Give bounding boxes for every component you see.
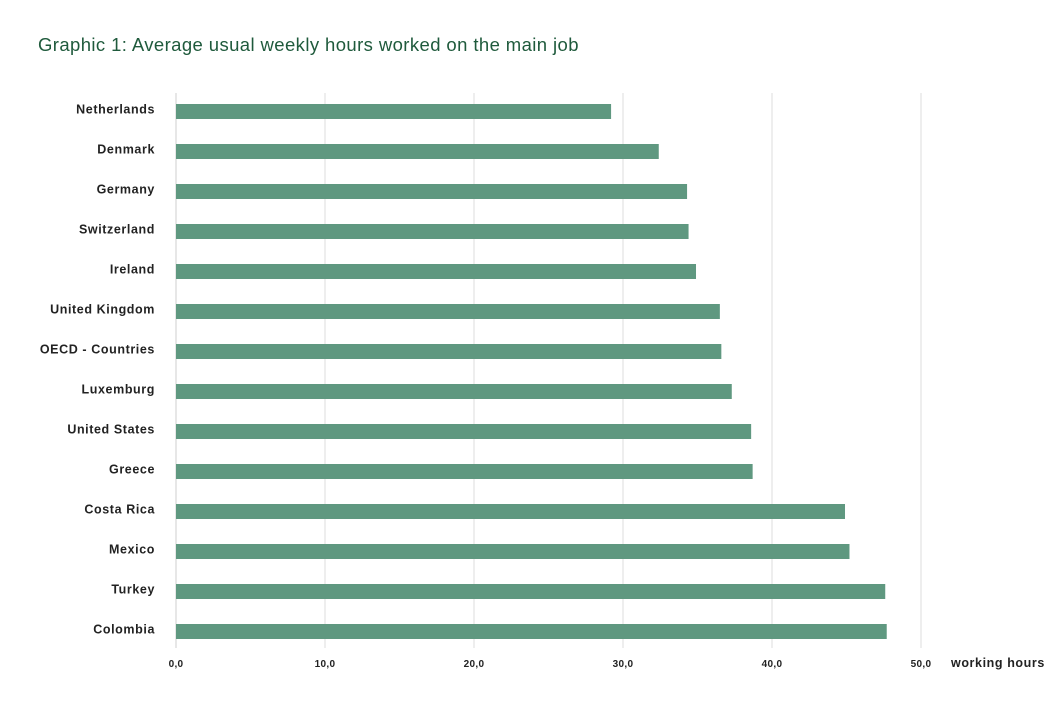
category-labels: Netherlands Denmark Germany Switzerland Irel… bbox=[40, 103, 155, 637]
x-axis-label: working hours bbox=[950, 656, 1045, 670]
x-tick-label: 50,0 bbox=[911, 659, 932, 670]
gridlines bbox=[175, 93, 922, 648]
x-tick-labels: 0,0 10,0 20,0 30,0 40,0 50,0 bbox=[169, 659, 932, 670]
chart-title: Graphic 1: Average usual weekly hours wo… bbox=[38, 34, 579, 55]
category-label: Greece bbox=[109, 463, 155, 477]
bar bbox=[176, 624, 887, 639]
bar bbox=[176, 184, 688, 199]
category-label: Denmark bbox=[97, 143, 155, 157]
x-tick-label: 40,0 bbox=[762, 659, 783, 670]
bar bbox=[176, 384, 732, 399]
category-label: Germany bbox=[97, 183, 155, 197]
category-label: Costa Rica bbox=[84, 503, 155, 517]
bar bbox=[176, 344, 722, 359]
bar bbox=[176, 144, 659, 159]
category-label: United States bbox=[67, 423, 155, 437]
x-tick-label: 0,0 bbox=[169, 659, 184, 670]
bar bbox=[176, 104, 612, 119]
bar bbox=[176, 584, 886, 599]
bar bbox=[176, 264, 697, 279]
bar bbox=[176, 504, 846, 519]
category-label: Mexico bbox=[109, 543, 155, 557]
category-label: Turkey bbox=[111, 583, 155, 597]
bar bbox=[176, 424, 752, 439]
x-tick-label: 10,0 bbox=[315, 659, 336, 670]
bar bbox=[176, 224, 689, 239]
category-label: Luxemburg bbox=[82, 383, 155, 397]
category-label: Ireland bbox=[110, 263, 155, 277]
category-label: United Kingdom bbox=[50, 303, 155, 317]
category-label: Netherlands bbox=[76, 103, 155, 117]
bar bbox=[176, 544, 850, 559]
bar bbox=[176, 304, 720, 319]
category-label: OECD - Countries bbox=[40, 343, 155, 357]
x-tick-label: 30,0 bbox=[613, 659, 634, 670]
category-label: Switzerland bbox=[79, 223, 155, 237]
bars bbox=[176, 104, 887, 639]
x-tick-label: 20,0 bbox=[464, 659, 485, 670]
category-label: Colombia bbox=[93, 623, 155, 637]
bar bbox=[176, 464, 753, 479]
